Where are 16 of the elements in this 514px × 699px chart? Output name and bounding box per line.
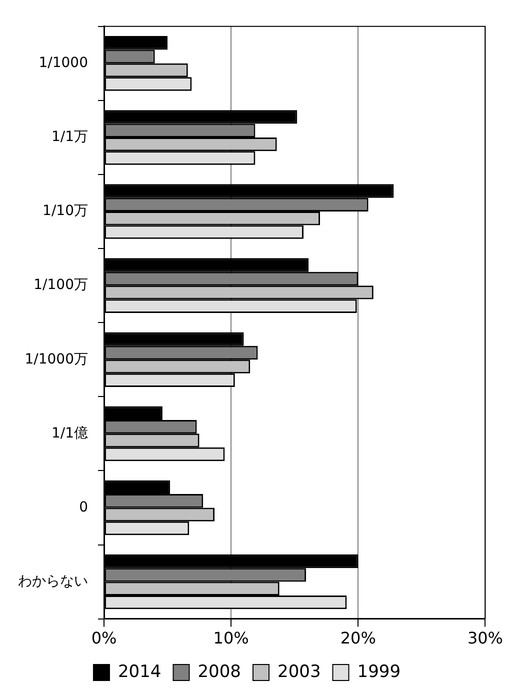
x-tick-label: 0%: [91, 628, 117, 648]
y-tick-label: 0: [79, 499, 88, 516]
y-tick-label: 1/100万: [34, 277, 88, 294]
y-tick-label: わからない: [18, 573, 88, 590]
legend-label: 2014: [118, 662, 162, 682]
legend-label: 1999: [357, 662, 401, 682]
legend-label: 2003: [278, 662, 321, 682]
y-tick-label: 1/1000: [38, 55, 88, 72]
x-tick-label: 10%: [213, 628, 249, 648]
x-tick-label: 20%: [340, 628, 376, 648]
y-tick-label: 1/1億: [51, 425, 88, 442]
y-tick-label: 1/10万: [42, 203, 88, 220]
legend-label: 2008: [198, 662, 241, 682]
x-tick-label: 30%: [467, 628, 503, 648]
y-tick-label: 1/1000万: [24, 351, 88, 368]
y-tick-label: 1/1万: [51, 129, 88, 146]
